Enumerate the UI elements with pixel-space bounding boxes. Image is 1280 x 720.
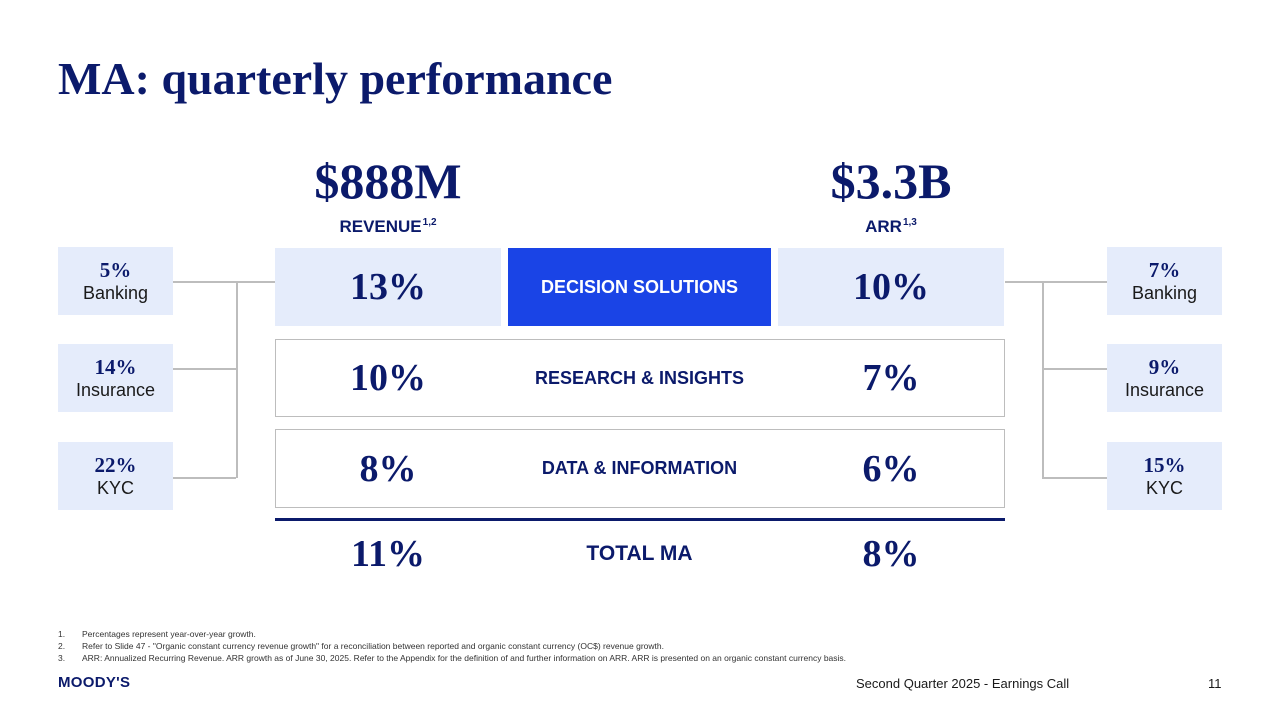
research-insights-revenue-growth: 10% xyxy=(350,357,426,399)
data-information-revenue-growth: 8% xyxy=(359,447,417,490)
arr-label: ARR1,3 xyxy=(778,217,1004,237)
revenue-footnote-ref: 1,2 xyxy=(422,217,437,228)
page-number: 11 xyxy=(1208,676,1222,691)
total-revenue-growth: 11% xyxy=(351,533,425,575)
right-connector-kyc xyxy=(1042,477,1107,479)
right-banking-box: 7% Banking xyxy=(1107,247,1222,315)
left-insurance-pct: 14% xyxy=(94,355,137,379)
footnote-1-num: 1. xyxy=(58,629,66,639)
total-divider xyxy=(275,518,1005,521)
left-kyc-pct: 22% xyxy=(94,453,137,477)
decision-solutions-arr-box: 10% xyxy=(778,248,1004,326)
data-information-label: DATA & INFORMATION xyxy=(541,458,738,478)
left-kyc-box: 22% KYC xyxy=(58,442,173,510)
arr-value: $3.3B xyxy=(830,153,952,209)
research-insights-arr-growth: 7% xyxy=(862,357,920,399)
footnote-2: 2. Refer to Slide 47 - "Organic constant … xyxy=(58,641,664,651)
revenue-label: REVENUE1,2 xyxy=(275,217,501,237)
left-insurance-box: 14% Insurance xyxy=(58,344,173,412)
revenue-value: $888M xyxy=(314,153,462,209)
left-banking-pct: 5% xyxy=(99,258,132,282)
footer-event: Second Quarter 2025 - Earnings Call xyxy=(856,676,1070,691)
right-kyc-label: KYC xyxy=(1145,478,1183,498)
left-connector-vertical xyxy=(236,281,238,478)
left-connector-kyc xyxy=(173,477,236,479)
footnote-3-num: 3. xyxy=(58,653,66,663)
right-connector-vertical xyxy=(1042,281,1044,478)
right-connector-insurance xyxy=(1042,368,1107,370)
decision-solutions-revenue-box: 13% xyxy=(275,248,501,326)
right-insurance-pct: 9% xyxy=(1148,355,1181,379)
research-insights-row xyxy=(275,339,1005,417)
arr-label-text: ARR xyxy=(865,217,902,236)
total-label: TOTAL MA xyxy=(586,542,693,565)
right-kyc-box: 15% KYC xyxy=(1107,442,1222,510)
moodys-logo: MOODY'S xyxy=(58,674,131,691)
footnote-1-text: Percentages represent year-over-year gro… xyxy=(82,629,256,639)
right-connector-banking xyxy=(1005,281,1107,283)
right-insurance-box: 9% Insurance xyxy=(1107,344,1222,412)
footnote-3-text: ARR: Annualized Recurring Revenue. ARR g… xyxy=(82,653,847,663)
left-insurance-label: Insurance xyxy=(75,380,156,400)
data-information-arr-growth: 6% xyxy=(862,447,920,490)
footnote-2-num: 2. xyxy=(58,641,66,651)
decision-solutions-arr-growth: 10% xyxy=(853,266,929,308)
revenue-label-text: REVENUE xyxy=(339,217,422,236)
right-banking-pct: 7% xyxy=(1148,258,1181,282)
data-information-row xyxy=(275,429,1005,508)
left-kyc-label: KYC xyxy=(96,478,134,498)
left-banking-box: 5% Banking xyxy=(58,247,173,315)
right-kyc-pct: 15% xyxy=(1143,453,1186,477)
page-title: MA: quarterly performance xyxy=(58,53,613,104)
footnote-3: 3. ARR: Annualized Recurring Revenue. ARR… xyxy=(58,653,846,663)
total-arr-growth: 8% xyxy=(862,533,920,575)
right-banking-label: Banking xyxy=(1131,283,1198,303)
left-connector-insurance xyxy=(173,368,236,370)
decision-solutions-revenue-growth: 13% xyxy=(350,266,426,308)
research-insights-label: RESEARCH & INSIGHTS xyxy=(534,367,745,388)
footnote-2-text: Refer to Slide 47 - "Organic constant cu… xyxy=(82,641,664,651)
left-banking-label: Banking xyxy=(82,283,149,303)
left-connector-banking xyxy=(173,281,275,283)
right-insurance-label: Insurance xyxy=(1124,380,1205,400)
decision-solutions-label: DECISION SOLUTIONS xyxy=(508,248,771,326)
arr-footnote-ref: 1,3 xyxy=(902,217,917,228)
footnote-1: 1. Percentages represent year-over-year g… xyxy=(58,629,256,639)
